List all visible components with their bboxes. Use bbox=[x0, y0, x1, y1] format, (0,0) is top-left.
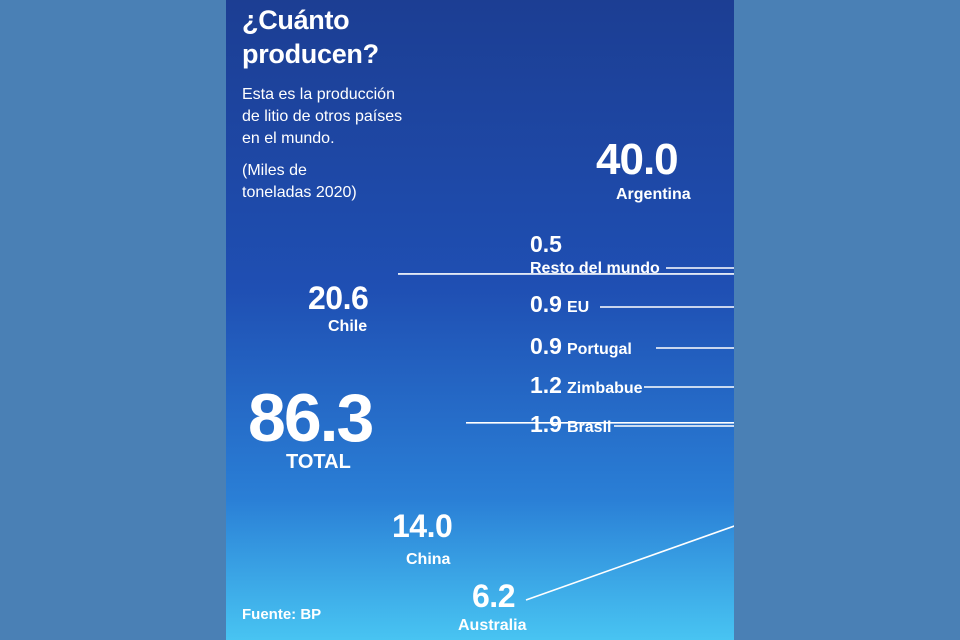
value-label-china: 14.0 bbox=[392, 508, 453, 544]
slice-label-australia: Australia bbox=[458, 617, 527, 634]
value-label-zimbabue: 1.2 bbox=[530, 372, 562, 398]
slice-label-chile: Chile bbox=[328, 318, 368, 335]
slice-label-eu: EU bbox=[566, 299, 590, 316]
leader-line-portugal bbox=[656, 347, 734, 349]
value-label-eu: 0.9 bbox=[530, 291, 562, 317]
title-line-2: producen? bbox=[242, 39, 379, 69]
title-line-1: ¿Cuánto bbox=[242, 5, 350, 35]
legend-item-eu: 0.9 EU bbox=[530, 292, 589, 317]
leader-line-eu bbox=[600, 306, 734, 308]
source-note: Fuente: BP bbox=[242, 606, 322, 623]
total-value: 86.3 bbox=[248, 380, 374, 456]
slice-label-china: China bbox=[406, 551, 451, 568]
slice-label-argentina: Argentina bbox=[616, 186, 691, 203]
legend-item-zimbabue: 1.2 Zimbabue bbox=[530, 373, 643, 398]
description-line-1: Esta es la producción bbox=[242, 86, 395, 103]
value-label-brasil: 1.9 bbox=[530, 411, 562, 437]
leader-line-resto-del-mundo bbox=[666, 267, 734, 269]
value-label-argentina: 40.0 bbox=[596, 135, 679, 184]
description-line-2: de litio de otros países bbox=[242, 108, 403, 125]
description-line-3: en el mundo. bbox=[242, 130, 335, 147]
leader-line-australia bbox=[525, 525, 734, 601]
donut-chart bbox=[398, 267, 734, 601]
slice-label-portugal: Portugal bbox=[566, 341, 632, 358]
legend-item-portugal: 0.9 Portugal bbox=[530, 334, 632, 359]
legend-item-brasil: 1.9 Brasil bbox=[530, 412, 611, 437]
chart-panel: ¿Cuánto producen? Esta es la producción … bbox=[226, 0, 734, 640]
leader-line-brasil bbox=[614, 425, 734, 427]
unit-line-1: (Miles de bbox=[242, 162, 307, 179]
slice-label-resto-del-mundo: Resto del mundo bbox=[530, 260, 660, 277]
unit-line-2: toneladas 2020) bbox=[242, 184, 357, 201]
value-label-portugal: 0.9 bbox=[530, 333, 562, 359]
leader-line-zimbabue bbox=[644, 386, 734, 388]
value-label-chile: 20.6 bbox=[308, 280, 369, 316]
slice-label-zimbabue: Zimbabue bbox=[566, 380, 643, 397]
value-label-resto-del-mundo: 0.5 bbox=[530, 231, 562, 257]
slice-label-brasil: Brasil bbox=[566, 419, 612, 436]
total-label: TOTAL bbox=[286, 451, 351, 473]
value-label-australia: 6.2 bbox=[472, 578, 515, 614]
